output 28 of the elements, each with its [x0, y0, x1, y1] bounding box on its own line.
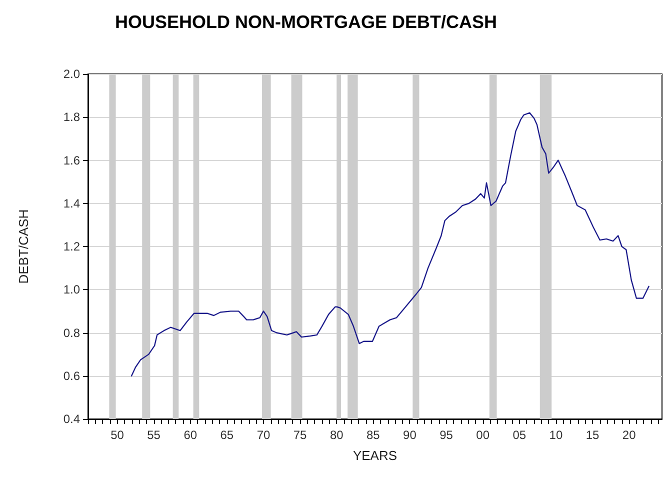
- x-tick-label: 80: [330, 428, 344, 442]
- x-axis-title: YEARS: [352, 448, 398, 463]
- chart-title: HOUSEHOLD NON-MORTGAGE DEBT/CASH: [115, 12, 497, 32]
- x-tick-label: 55: [147, 428, 161, 442]
- y-tick-label: 0.4: [63, 412, 80, 426]
- x-tick-label: 75: [293, 428, 308, 442]
- y-tick-label: 1.6: [63, 153, 80, 168]
- x-tick-label: 95: [440, 428, 454, 442]
- y-tick-label: 1.2: [63, 240, 80, 254]
- y-axis-title: DEBT/CASH: [16, 209, 31, 284]
- y-tick-label: 1.0: [63, 282, 80, 297]
- y-tick-label: 2.0: [63, 67, 80, 81]
- x-tick-label: 50: [110, 428, 124, 442]
- y-tick-label: 0.8: [63, 326, 80, 340]
- x-tick-label: 15: [586, 428, 600, 442]
- x-tick-label: 10: [549, 428, 563, 442]
- y-tick-label: 0.6: [63, 368, 80, 383]
- x-tick-label: 05: [512, 428, 526, 442]
- line-series: [130, 112, 650, 376]
- y-tick-label: 1.8: [63, 110, 80, 124]
- y-tick-label: 1.4: [63, 196, 80, 210]
- x-tick-label: 70: [256, 428, 270, 442]
- x-tick-label: 60: [184, 428, 198, 442]
- x-tick-label: 65: [220, 428, 234, 442]
- x-tick-label: 20: [622, 428, 636, 442]
- x-tick-label: 00: [476, 428, 490, 442]
- x-tick-label: 85: [366, 428, 380, 442]
- x-tick-label: 90: [403, 428, 417, 442]
